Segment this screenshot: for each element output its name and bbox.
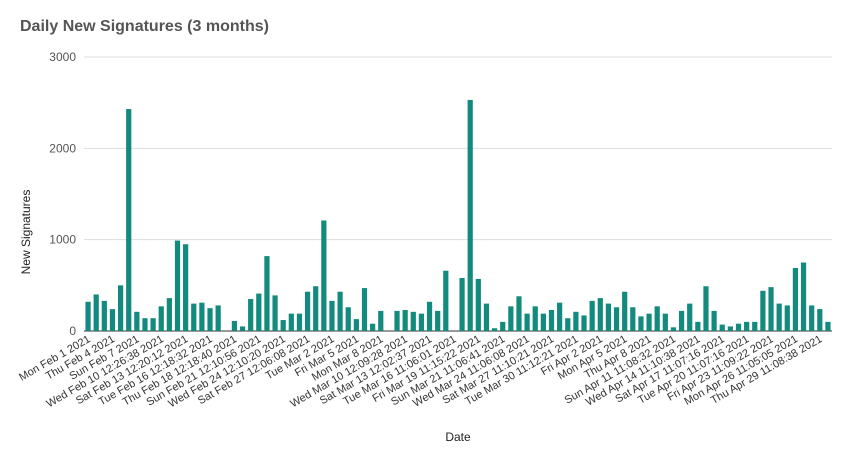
bar [622,291,628,331]
bar [540,313,546,331]
bar [150,318,156,331]
bar [467,99,473,331]
bar [565,318,571,331]
bar [760,290,766,331]
bar [256,293,262,331]
bar [109,309,116,331]
x-axis-title: Date [445,430,471,444]
bar [508,306,514,331]
bar [581,315,587,331]
y-axis-title: New Signatures [19,190,33,275]
bar [337,291,343,331]
bar [272,295,278,331]
bar [353,319,359,331]
bar [239,326,246,331]
y-tick-label: 2000 [49,141,76,155]
bar [361,288,368,331]
bar [573,311,579,331]
bar [678,310,685,331]
bar [402,309,408,331]
bar [370,323,376,331]
bar [752,321,758,331]
bar [435,310,441,331]
bar [85,301,91,331]
bar [703,286,709,331]
bar [231,320,238,331]
bar [670,327,677,331]
chart-title: Daily New Signatures (3 months) [20,18,269,35]
bar [646,313,652,331]
bar [630,307,636,331]
bar [459,278,465,331]
bar [597,298,603,331]
bar [613,307,620,331]
bar [719,324,725,331]
bar [638,316,644,331]
bar [345,307,351,331]
bar [199,302,205,331]
bar [532,306,538,331]
bar [183,244,189,331]
bar [394,310,400,331]
bar [776,303,782,331]
bar [207,308,213,331]
y-tick-label: 0 [69,324,76,338]
y-tick-label: 1000 [49,233,76,247]
bar [491,328,498,331]
bar [174,240,181,331]
bar [768,287,774,331]
bar [378,310,384,331]
bar [516,296,522,331]
bar [142,318,148,331]
bar [662,313,668,331]
bar [557,302,563,331]
bar [524,313,530,331]
bar [687,303,693,331]
bar [296,313,303,331]
bar [410,311,416,331]
bar [280,320,286,331]
bar [321,220,327,331]
bar [329,300,335,331]
bar [248,299,254,331]
bar [800,262,807,331]
bar [166,298,172,331]
bar [158,306,164,331]
y-tick-label: 3000 [49,50,76,64]
bar [288,313,294,331]
bar [126,109,132,331]
bar [117,285,124,331]
bar [792,267,799,331]
bar [809,305,815,331]
bar [825,321,831,331]
bar [548,309,555,331]
bar [735,323,742,331]
bar [654,306,660,331]
bar [711,310,717,331]
bar [215,305,221,331]
bar [744,321,750,331]
bar [93,294,99,331]
bar [605,303,612,331]
bar [727,326,733,331]
bar [784,305,790,331]
bar [134,311,140,331]
bar [191,303,197,331]
bar [475,278,481,331]
bar [817,309,823,331]
bar [304,291,311,331]
bar [500,321,506,331]
bar [418,313,425,331]
bar [313,286,319,331]
bar [589,300,595,331]
bar [101,300,107,331]
bar [483,303,490,331]
bar [264,256,270,331]
bar [426,301,433,331]
bar [695,321,701,331]
bar [443,270,449,331]
